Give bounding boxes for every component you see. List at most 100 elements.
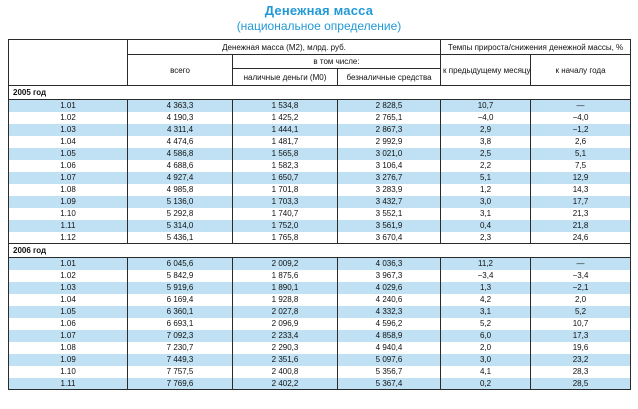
data-cell: 6 045,6 [127,257,233,270]
month-cell: 1.07 [8,329,128,342]
data-cell: 7 769,6 [127,377,233,390]
month-cell: 1.11 [8,377,128,390]
data-cell: 6 169,4 [127,293,233,306]
data-cell: 4 985,8 [127,183,233,196]
data-cell: 4 240,6 [336,293,442,306]
data-cell: 4 029,6 [336,281,442,294]
data-cell: 23,2 [530,353,632,366]
month-cell: 1.04 [8,293,128,306]
table-row: 1.10 5 292,8 1 740,7 3 552,1 3,1 21,3 [8,207,632,220]
data-cell: 2,6 [530,135,632,148]
data-cell: 4,1 [440,365,532,378]
data-cell: 6,0 [440,329,532,342]
data-cell: 4 586,8 [127,147,233,160]
data-cell: −3,4 [440,269,532,282]
data-cell: 3 283,9 [336,183,442,196]
month-cell: 1.12 [8,231,128,244]
data-cell: 4 474,6 [127,135,233,148]
data-cell: 3,1 [440,305,532,318]
data-cell: 3 276,7 [336,171,442,184]
month-cell: 1.06 [8,317,128,330]
data-cell: 2 402,2 [232,377,338,390]
data-cell: 1,3 [440,281,532,294]
table-row: 1.09 7 449,3 2 351,6 5 097,6 3,0 23,2 [8,353,632,366]
column-header-prev-month: к предыдущему месяцу [440,54,532,86]
data-cell: 21,3 [530,207,632,220]
data-cell: 1,2 [440,183,532,196]
data-cell: 7 230,7 [127,341,233,354]
month-cell: 1.06 [8,159,128,172]
column-header-year-start: к началу года [530,54,632,86]
data-cell: −1,2 [530,123,632,136]
data-cell: 3,0 [440,353,532,366]
column-header-cash: наличные деньги (М0) [232,68,338,86]
data-cell: 5 292,8 [127,207,233,220]
data-cell: 4 596,2 [336,317,442,330]
data-cell: 2 233,4 [232,329,338,342]
data-cell: 3 561,9 [336,219,442,232]
data-cell: 2,3 [440,231,532,244]
title-block: Денежная масса (национальное определение… [0,0,638,33]
table-row: 1.05 4 586,8 1 565,8 3 021,0 2,5 5,1 [8,147,632,160]
data-cell: 17,3 [530,329,632,342]
data-cell: 3 670,4 [336,231,442,244]
month-cell: 1.09 [8,353,128,366]
year-section: 2005 год 1.01 4 363,3 1 534,8 2 828,5 10,7—1.… [7,85,632,244]
data-cell: 1 740,7 [232,207,338,220]
data-cell: −3,4 [530,269,632,282]
data-cell: 4 940,4 [336,341,442,354]
data-cell: 4 363,3 [127,99,233,112]
data-cell: 7 449,3 [127,353,233,366]
table-row: 1.01 6 045,6 2 009,2 4 036,3 11,2— [8,257,632,270]
corner-header-cell [8,39,128,86]
table-row: 1.06 6 693,1 2 096,9 4 596,2 5,2 10,7 [8,317,632,330]
data-cell: 5 919,6 [127,281,233,294]
data-cell: 1 534,8 [232,99,338,112]
month-cell: 1.03 [8,281,128,294]
data-cell: 1 890,1 [232,281,338,294]
table-row: 1.04 6 169,4 1 928,8 4 240,6 4,2 2,0 [8,293,632,306]
month-cell: 1.10 [8,207,128,220]
data-cell: 14,3 [530,183,632,196]
data-cell: 1 765,8 [232,231,338,244]
data-cell: — [530,99,632,112]
data-cell: 4 036,3 [336,257,442,270]
table-row: 1.10 7 757,5 2 400,8 5 356,7 4,1 28,3 [8,365,632,378]
data-cell: 4 190,3 [127,111,233,124]
year-section: 2006 год 1.01 6 045,6 2 009,2 4 036,3 11,2— 1.… [7,243,632,390]
data-cell: −2,1 [530,281,632,294]
data-cell: 4 332,3 [336,305,442,318]
data-cell: 3 552,1 [336,207,442,220]
data-cell: 1 928,8 [232,293,338,306]
data-cell: 4,2 [440,293,532,306]
month-cell: 1.07 [8,171,128,184]
data-cell: 5 356,7 [336,365,442,378]
month-cell: 1.08 [8,183,128,196]
data-cell: 2 828,5 [336,99,442,112]
table-row: 1.12 5 436,1 1 765,8 3 670,4 2,3 24,6 [8,231,632,244]
data-cell: 11,2 [440,257,532,270]
data-cell: 3,8 [440,135,532,148]
month-cell: 1.11 [8,219,128,232]
data-cell: 2 867,3 [336,123,442,136]
data-cell: 1 425,2 [232,111,338,124]
data-cell: 2 096,9 [232,317,338,330]
month-cell: 1.10 [8,365,128,378]
data-cell: 17,7 [530,195,632,208]
month-cell: 1.09 [8,195,128,208]
table-row: 1.07 7 092,3 2 233,4 4 858,9 6,0 17,3 [8,329,632,342]
month-cell: 1.03 [8,123,128,136]
data-cell: 3,0 [440,195,532,208]
month-cell: 1.04 [8,135,128,148]
year-row: 2006 год [7,243,632,258]
data-cell: 2,9 [440,123,532,136]
data-cell: — [530,257,632,270]
month-cell: 1.05 [8,147,128,160]
data-cell: 1 565,8 [232,147,338,160]
data-cell: 0,4 [440,219,532,232]
data-cell: 5 436,1 [127,231,233,244]
table-row: 1.03 5 919,6 1 890,1 4 029,6 1,3 −2,1 [8,281,632,294]
year-label: 2005 год [7,85,632,100]
data-cell: 5,1 [530,147,632,160]
